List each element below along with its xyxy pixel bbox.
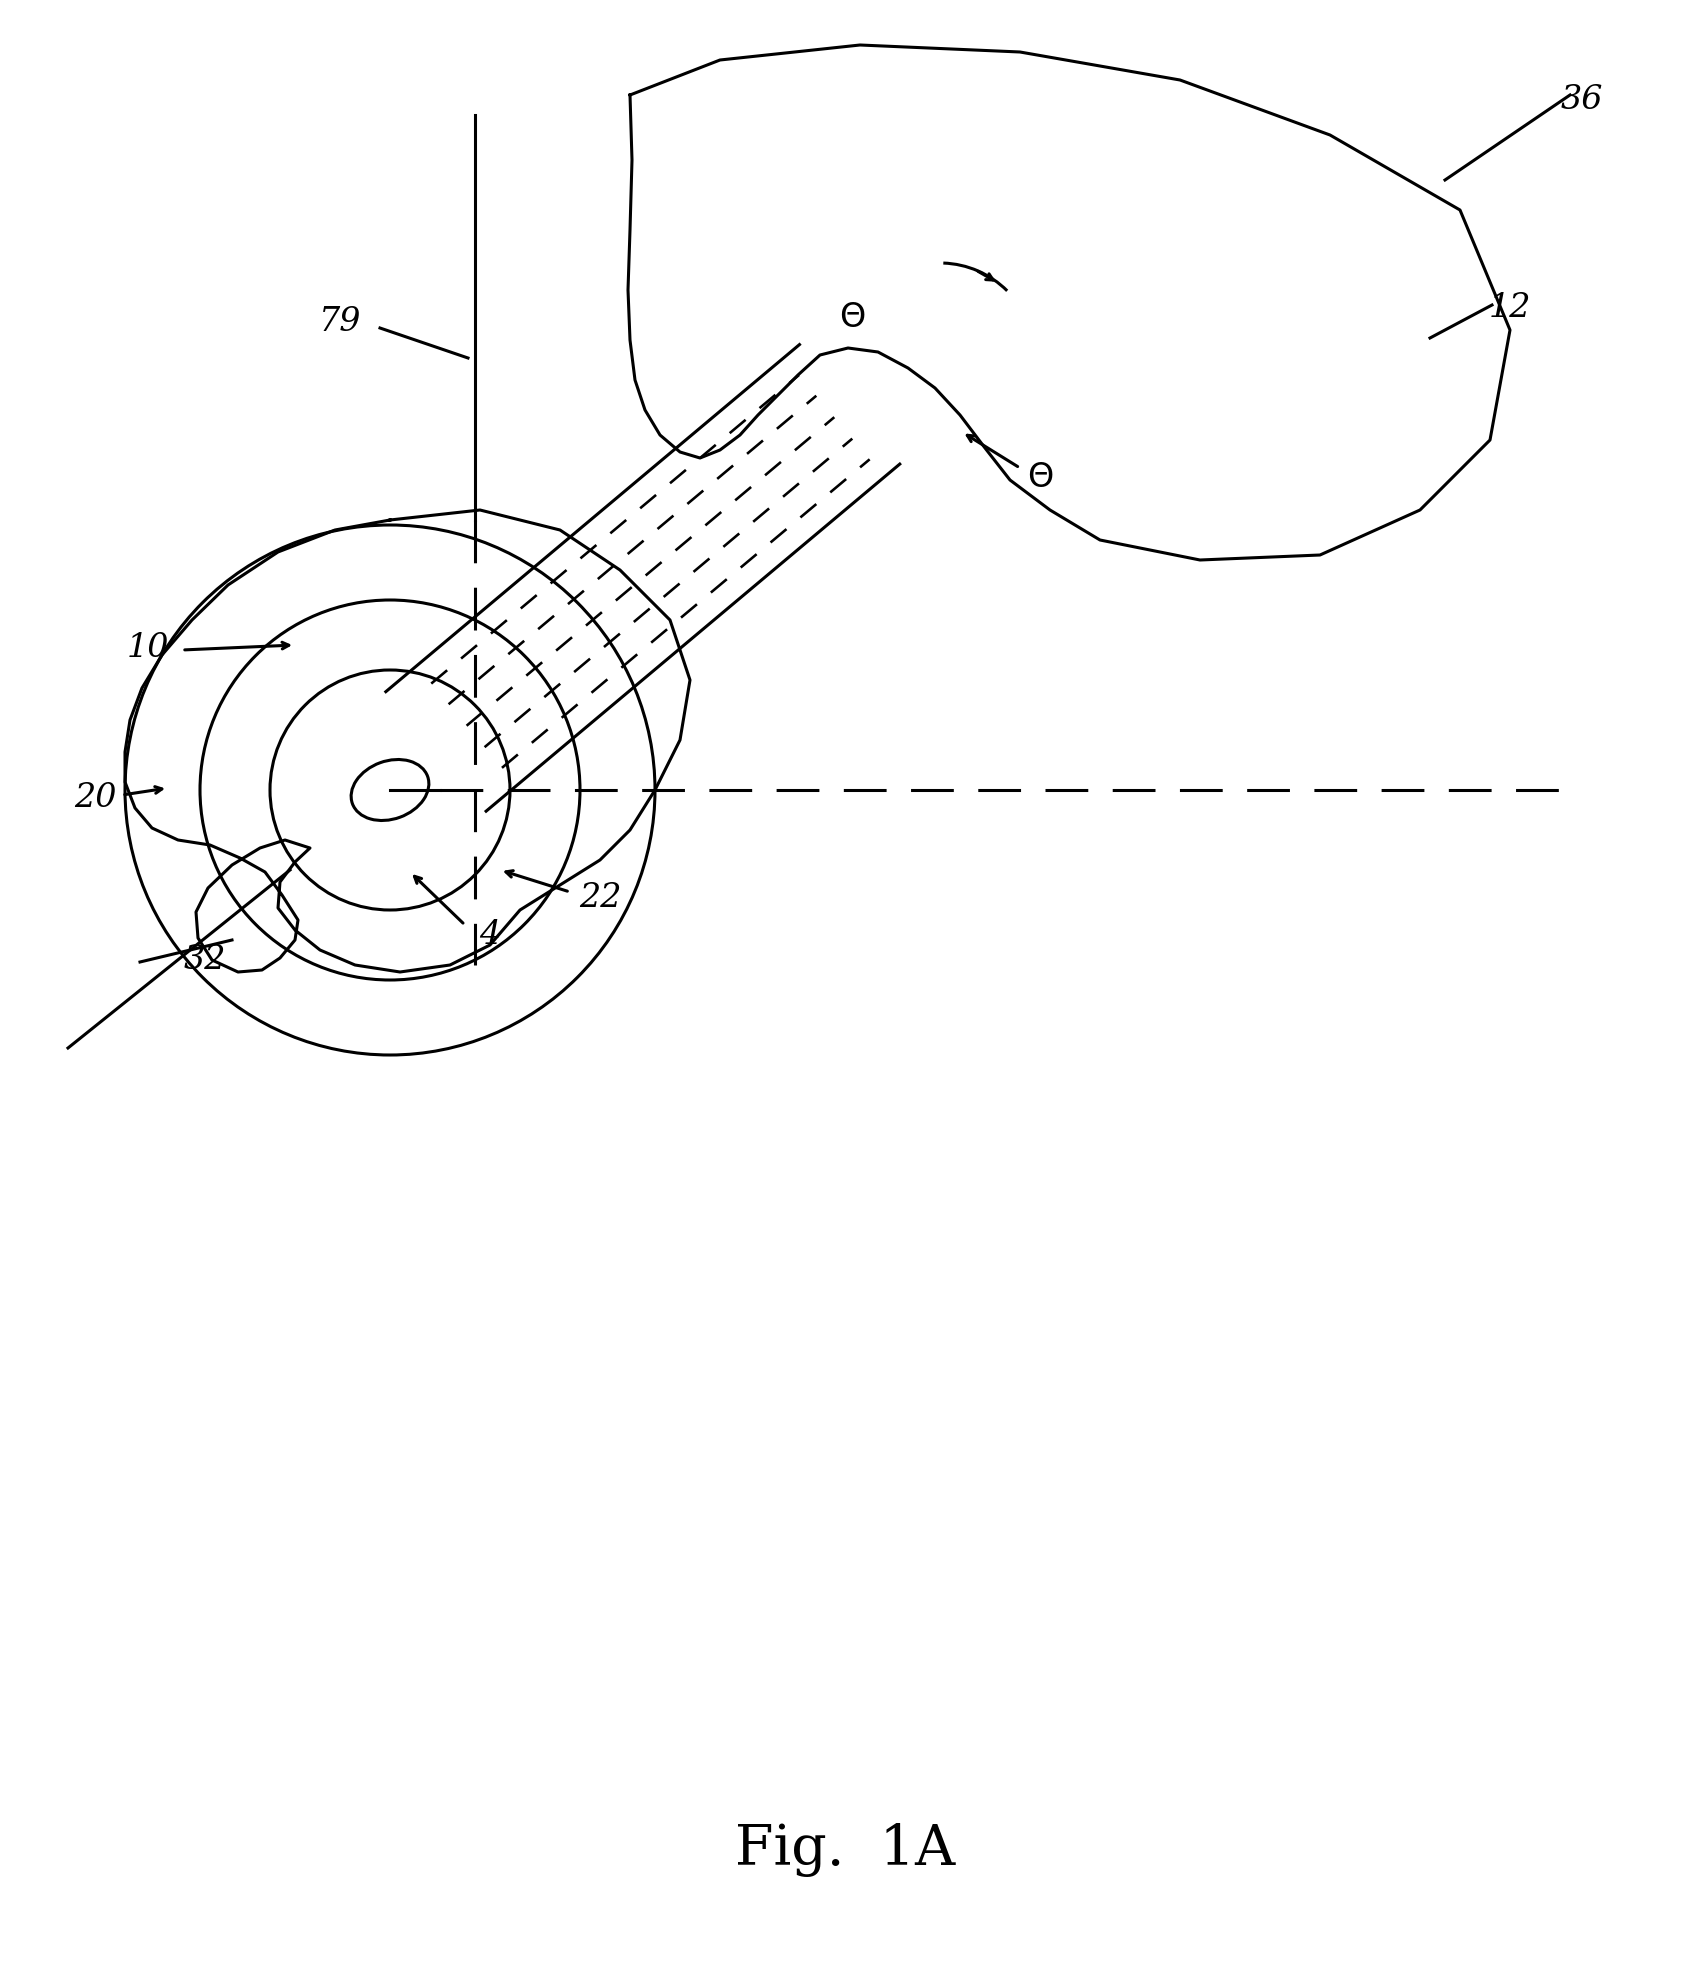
Text: $\Theta$: $\Theta$ [1026,462,1053,495]
Text: Fig.  1A: Fig. 1A [736,1823,955,1878]
Text: $\Theta$: $\Theta$ [839,302,866,334]
Text: 12: 12 [1488,293,1532,324]
Text: 32: 32 [184,945,227,976]
Text: 22: 22 [578,882,621,913]
Text: 10: 10 [127,632,169,664]
Text: 4: 4 [479,919,501,951]
Text: 20: 20 [74,782,117,813]
Text: 36: 36 [1561,84,1603,116]
Text: 79: 79 [318,306,362,338]
